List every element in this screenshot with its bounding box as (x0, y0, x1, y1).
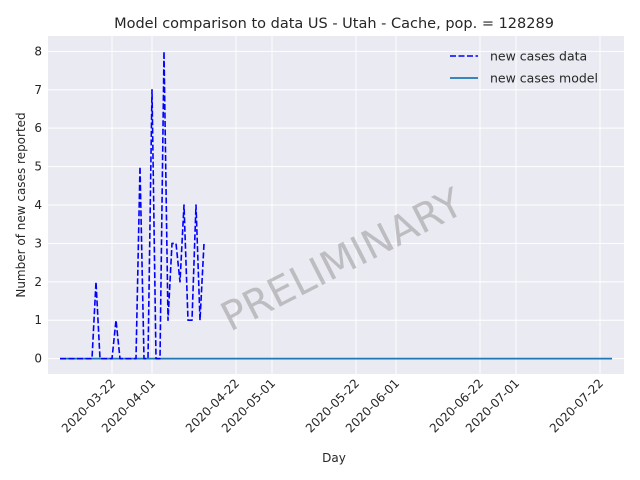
y-tick-label: 6 (34, 121, 42, 135)
x-tick-label: 2020-07-22 (547, 376, 606, 435)
y-tick-label: 3 (34, 236, 42, 250)
y-tick-label: 2 (34, 275, 42, 289)
y-tick-label: 7 (34, 83, 42, 97)
legend: new cases data new cases model (450, 49, 598, 86)
y-tick-label: 4 (34, 198, 42, 212)
y-tick-label: 1 (34, 313, 42, 327)
legend-entry: new cases data (490, 49, 587, 64)
grid (48, 36, 624, 374)
y-tick-label: 8 (34, 44, 42, 58)
legend-entry: new cases model (490, 71, 598, 86)
y-tick-label: 0 (34, 352, 42, 366)
y-axis-label: Number of new cases reported (14, 112, 28, 297)
series-line-new-cases-data (60, 50, 205, 360)
y-tick-labels: 0 1 2 3 4 5 6 7 8 (34, 44, 42, 365)
chart-title: Model comparison to data US - Utah - Cac… (114, 16, 554, 32)
x-axis-label: Day (322, 451, 346, 465)
y-tick-label: 5 (34, 160, 42, 174)
series-layer (60, 50, 612, 360)
